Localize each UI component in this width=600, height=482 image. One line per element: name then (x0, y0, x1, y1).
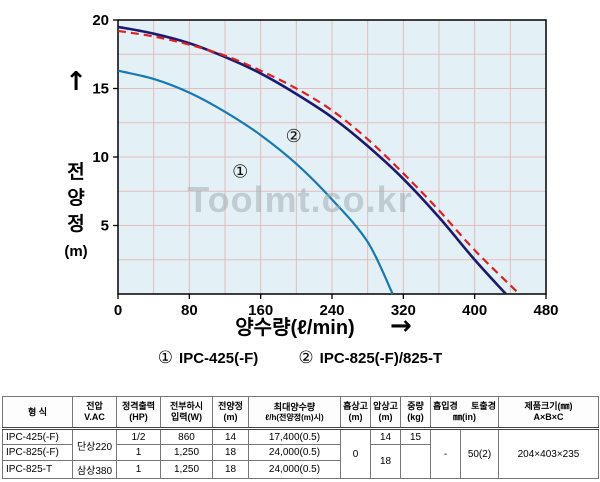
cell-max-flow: 24,000(0.5) (248, 460, 341, 479)
cell-max-flow: 24,000(0.5) (248, 444, 341, 461)
legend-item-1: ① IPC-425(-F) (158, 348, 258, 368)
cell-voltage: 단상220 (72, 428, 117, 461)
cell-voltage: 삼상380 (72, 460, 117, 479)
col-voltage: 전압 V.AC (72, 396, 117, 429)
cell-hp: 1 (116, 460, 161, 479)
svg-text:480: 480 (533, 302, 558, 319)
table-row: IPC-825(-F) 1 1,250 18 24,000(0.5) 18 (2, 444, 599, 479)
col-discharge-lift: 압상고 (m) (370, 396, 401, 429)
curve-1 (117, 69, 394, 295)
svg-text:240: 240 (319, 302, 344, 319)
legend-label-1: IPC-425(-F) (179, 350, 259, 367)
chart-legend: ① IPC-425(-F) ② IPC-825(-F)/825-T (0, 348, 600, 368)
col-weight: 중량 (kg) (400, 396, 431, 429)
col-full-load-input: 전부하시 입력(W) (160, 396, 213, 429)
cell-outlet-dia: 50(2) (460, 428, 499, 479)
cell-weight: 15 (400, 428, 431, 445)
svg-text:160: 160 (248, 302, 273, 319)
cell-input-w: 1,250 (160, 444, 213, 461)
cell-input-w: 1,250 (160, 460, 213, 479)
svg-text:320: 320 (391, 302, 416, 319)
cell-model: IPC-825(-F) (2, 444, 73, 461)
cell-suction-lift: 0 (340, 428, 371, 479)
legend-label-2: IPC-825(-F)/825-T (319, 350, 443, 367)
cell-size: 204×403×235 (498, 428, 599, 479)
legend-symbol-1: ① (157, 348, 174, 368)
svg-text:80: 80 (181, 302, 198, 319)
col-total-head: 전양정 (m) (212, 396, 249, 429)
col-rated-output: 정격출력 (HP) (116, 396, 161, 429)
header-row: 형 식 전압 V.AC 정격출력 (HP) 전부하시 입력(W) 전양정 (m) 최대양… (2, 396, 599, 429)
cell-hp: 1/2 (116, 428, 161, 445)
col-diameters: 흡입경 토출경 ㎜(in) (430, 396, 499, 429)
axis-ticks (113, 19, 547, 299)
svg-text:0: 0 (114, 302, 122, 319)
cell-head: 18 (212, 460, 249, 479)
curve-3 (117, 29, 521, 295)
y-axis-unit: (m) (64, 243, 87, 260)
col-product-size: 제품크기(㎜) A×B×C (498, 396, 599, 429)
x-axis-label: 양수량(ℓ/min) (235, 316, 354, 339)
col-suction-lift: 흡상고 (m) (340, 396, 371, 429)
curve-label: ① (232, 162, 248, 183)
cell-discharge-lift: 18 (370, 444, 401, 479)
y-axis-arrow-icon: ↑ (65, 67, 87, 97)
legend-symbol-2: ② (298, 348, 314, 368)
cell-discharge-lift: 14 (370, 428, 401, 445)
col-max-flow: 최대양수량 ℓ/h(전양정(m)시) (248, 396, 341, 429)
y-axis-label-char2: 양 (67, 187, 85, 209)
col-model: 형 식 (2, 396, 73, 429)
watermark: Toolmt.co.kr (187, 179, 412, 220)
x-axis-arrow-icon: → (390, 311, 412, 341)
cell-suction-dia: - (430, 428, 461, 479)
cell-head: 18 (212, 444, 249, 461)
table-row: IPC-825-T 삼상380 1 1,250 18 24,000(0.5) (2, 460, 599, 479)
cell-hp: 1 (116, 444, 161, 461)
legend-item-2: ② IPC-825(-F)/825-T (298, 348, 442, 368)
tick-labels: 0 80 160 240 320 400 480 5 10 15 20 (92, 12, 558, 319)
y-axis-label-char1: 전 (67, 161, 84, 183)
cell-weight (400, 444, 431, 479)
svg-text:400: 400 (462, 302, 487, 319)
curve-2 (117, 25, 507, 295)
svg-text:20: 20 (92, 12, 109, 29)
curve-label: ② (286, 126, 302, 147)
y-axis-label-char3: 정 (67, 213, 84, 235)
cell-input-w: 860 (160, 428, 213, 445)
svg-text:15: 15 (92, 81, 109, 98)
table-row: IPC-425(-F) 단상220 1/2 860 14 17,400(0.5)… (2, 428, 599, 479)
cell-model: IPC-425(-F) (2, 428, 73, 445)
spec-table: 형 식 전압 V.AC 정격출력 (HP) 전부하시 입력(W) 전양정 (m) 최대양… (2, 396, 599, 479)
svg-text:10: 10 (92, 149, 109, 166)
cell-max-flow: 17,400(0.5) (248, 428, 341, 445)
svg-text:5: 5 (101, 218, 109, 235)
cell-head: 14 (212, 428, 249, 445)
pump-performance-chart: ↑ 전 양 정 (m) 양수량(ℓ/min) → 0 80 160 240 320 400… (64, 12, 558, 341)
cell-model: IPC-825-T (2, 460, 73, 479)
